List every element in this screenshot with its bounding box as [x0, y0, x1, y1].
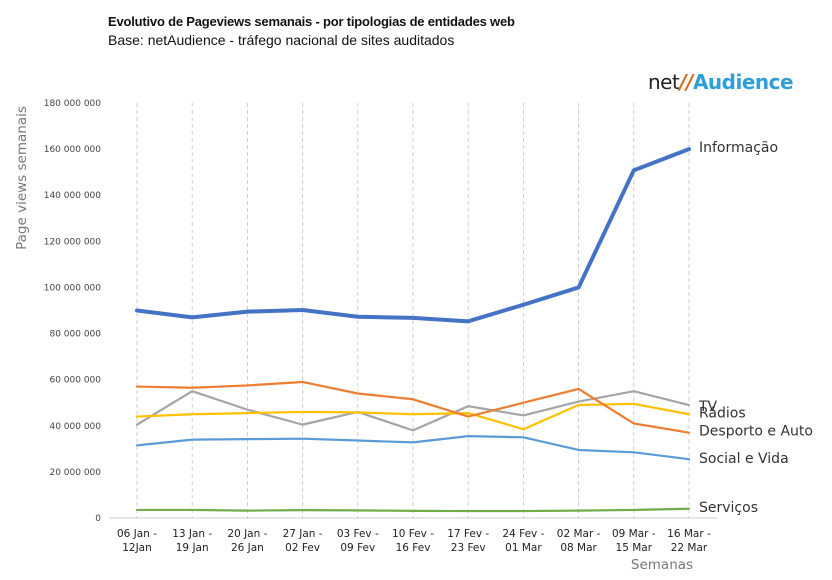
y-axis-ticks: 0 20 000 000 40 000 000 60 000 000 80 000 00…: [44, 99, 102, 524]
y-tick-label: 80 000 000: [49, 330, 101, 340]
x-tick-label: 15 Mar: [616, 542, 653, 554]
x-tick-label: 26 Jan: [231, 542, 264, 554]
x-tick-label: 16 Fev: [396, 542, 431, 554]
series-line-desporto-e-auto: [135, 380, 691, 434]
series-lines: [135, 147, 691, 513]
x-tick-label: 01 Mar: [505, 542, 542, 554]
series-line-tv: [135, 390, 691, 432]
y-tick-label: 140 000 000: [44, 191, 102, 201]
y-axis-label: Page views semanais: [14, 106, 30, 250]
x-tick-label: 02 Fev: [285, 542, 320, 554]
netaudience-logo: net//Audience: [648, 70, 794, 94]
x-tick-label: 27 Jan -: [283, 528, 323, 540]
series-label: Serviços: [699, 500, 758, 516]
series-label: Desporto e Auto: [699, 424, 813, 440]
series-line-informa-o: [135, 147, 691, 324]
series-label: Rádios: [699, 405, 746, 421]
x-tick-label: 13 Jan -: [172, 528, 212, 540]
x-tick-label: 09 Mar -: [612, 528, 656, 540]
x-tick-label: 06 Jan -: [117, 528, 157, 540]
x-tick-label: 23 Fev: [451, 542, 486, 554]
x-tick-label: 12Jan: [122, 542, 152, 554]
x-tick-label: 16 Mar -: [667, 528, 711, 540]
gridlines: [109, 103, 717, 519]
x-tick-label: 09 Fev: [340, 542, 375, 554]
x-tick-label: 10 Fev -: [392, 528, 434, 540]
x-axis-label: Semanas: [631, 557, 693, 573]
y-tick-label: 160 000 000: [44, 145, 102, 155]
chart-title: Evolutivo de Pageviews semanais - por ti…: [108, 14, 515, 29]
logo-net-text: net: [648, 70, 680, 94]
x-tick-label: 22 Mar: [671, 542, 708, 554]
series-line-servi-os: [135, 507, 691, 513]
series-line-r-dios: [135, 402, 691, 431]
x-tick-label: 17 Fev -: [447, 528, 489, 540]
x-tick-label: 19 Jan: [176, 542, 209, 554]
y-tick-label: 100 000 000: [44, 283, 102, 293]
y-tick-label: 0: [95, 514, 101, 524]
y-tick-label: 180 000 000: [44, 99, 102, 109]
logo-slash-text: //: [679, 70, 693, 94]
series-label: TV: [698, 399, 718, 415]
series-label: Informação: [699, 140, 778, 156]
y-tick-label: 60 000 000: [49, 376, 101, 386]
logo-audience-text: Audience: [692, 70, 794, 94]
x-tick-label: 02 Mar -: [557, 528, 601, 540]
x-axis-ticks: 06 Jan - 12Jan 13 Jan - 19 Jan 20 Jan - 26 Ja…: [117, 528, 711, 554]
series-line-social-e-vida: [135, 435, 691, 461]
y-tick-label: 20 000 000: [49, 468, 101, 478]
y-tick-label: 40 000 000: [49, 422, 101, 432]
x-tick-label: 08 Mar: [560, 542, 597, 554]
series-label: Social e Vida: [699, 451, 789, 467]
chart-subtitle: Base: netAudience - tráfego nacional de …: [108, 32, 455, 48]
x-tick-label: 24 Fev -: [502, 528, 544, 540]
x-tick-label: 03 Fev -: [337, 528, 379, 540]
y-tick-label: 120 000 000: [44, 237, 102, 247]
x-tick-label: 20 Jan -: [227, 528, 267, 540]
